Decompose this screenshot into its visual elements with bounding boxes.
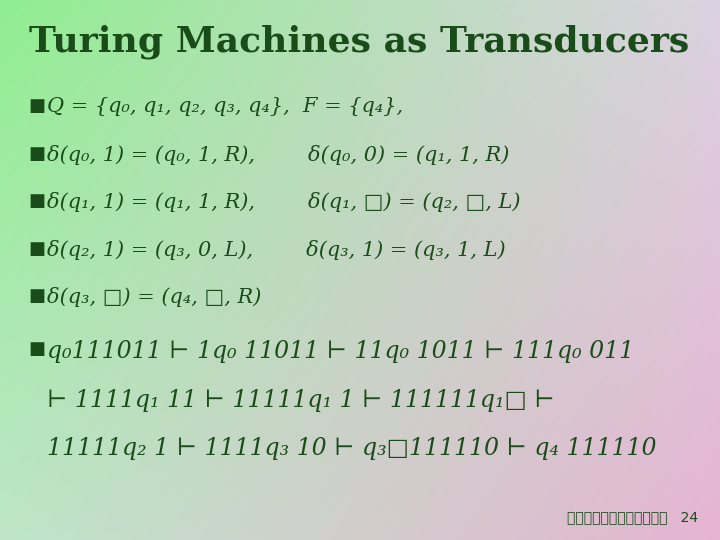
Text: q₀111011 ⊢ 1q₀ 11011 ⊢ 11q₀ 1011 ⊢ 111q₀ 011: q₀111011 ⊢ 1q₀ 11011 ⊢ 11q₀ 1011 ⊢ 111q₀… [47,340,634,363]
Text: 11111q₂ 1 ⊢ 1111q₃ 10 ⊢ q₃□111110 ⊢ q₄ 111110: 11111q₂ 1 ⊢ 1111q₃ 10 ⊢ q₃□111110 ⊢ q₄ 1… [47,437,657,461]
Text: 淡江大學資訊管理系候永昌   24: 淡江大學資訊管理系候永昌 24 [567,510,698,524]
Text: δ(q₀, 1) = (q₀, 1, R),        δ(q₀, 0) = (q₁, 1, R): δ(q₀, 1) = (q₀, 1, R), δ(q₀, 0) = (q₁, 1… [47,145,509,165]
Text: δ(q₃, □) = (q₄, □, R): δ(q₃, □) = (q₄, □, R) [47,287,261,307]
Text: ⊢ 1111q₁ 11 ⊢ 11111q₁ 1 ⊢ 111111q₁□ ⊢: ⊢ 1111q₁ 11 ⊢ 11111q₁ 1 ⊢ 111111q₁□ ⊢ [47,389,554,412]
Text: ■: ■ [29,97,46,115]
Text: ■: ■ [29,287,46,305]
Text: δ(q₁, 1) = (q₁, 1, R),        δ(q₁, □) = (q₂, □, L): δ(q₁, 1) = (q₁, 1, R), δ(q₁, □) = (q₂, □… [47,192,521,212]
Text: ■: ■ [29,240,46,258]
Text: Turing Machines as Transducers: Turing Machines as Transducers [29,24,689,59]
Text: ■: ■ [29,340,46,358]
Text: ■: ■ [29,192,46,210]
Text: δ(q₂, 1) = (q₃, 0, L),        δ(q₃, 1) = (q₃, 1, L): δ(q₂, 1) = (q₃, 0, L), δ(q₃, 1) = (q₃, 1… [47,240,505,260]
Text: ■: ■ [29,145,46,163]
Text: Q = {q₀, q₁, q₂, q₃, q₄},  F = {q₄},: Q = {q₀, q₁, q₂, q₃, q₄}, F = {q₄}, [47,97,403,116]
